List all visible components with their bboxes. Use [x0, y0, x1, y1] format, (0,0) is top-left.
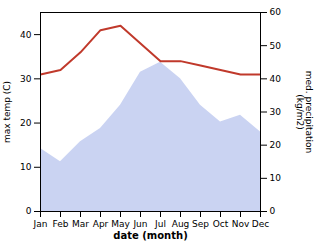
svg-text:Jan: Jan — [33, 219, 48, 229]
svg-text:Dec: Dec — [252, 219, 269, 229]
svg-text:Jul: Jul — [154, 219, 166, 229]
svg-text:0: 0 — [270, 206, 276, 216]
svg-text:med. precipitation(kg/m2): med. precipitation(kg/m2) — [295, 71, 314, 153]
svg-text:0: 0 — [26, 206, 32, 216]
svg-text:date (month): date (month) — [113, 230, 187, 241]
svg-text:40: 40 — [270, 74, 282, 84]
svg-text:20: 20 — [270, 140, 282, 150]
svg-text:10: 10 — [20, 162, 32, 172]
svg-text:Sep: Sep — [192, 219, 209, 229]
svg-text:May: May — [111, 219, 130, 229]
svg-text:Oct: Oct — [213, 219, 229, 229]
svg-text:60: 60 — [270, 7, 282, 17]
svg-text:Apr: Apr — [93, 219, 109, 229]
svg-text:30: 30 — [270, 107, 282, 117]
svg-text:Aug: Aug — [172, 219, 190, 229]
svg-text:Feb: Feb — [53, 219, 69, 229]
svg-text:50: 50 — [270, 41, 282, 51]
svg-text:30: 30 — [20, 74, 32, 84]
svg-text:max temp (C): max temp (C) — [2, 81, 12, 143]
svg-text:20: 20 — [20, 118, 32, 128]
svg-text:10: 10 — [270, 173, 282, 183]
svg-text:Jun: Jun — [132, 219, 147, 229]
svg-text:Nov: Nov — [232, 219, 250, 229]
svg-text:Mar: Mar — [72, 219, 89, 229]
svg-text:40: 40 — [20, 29, 32, 39]
